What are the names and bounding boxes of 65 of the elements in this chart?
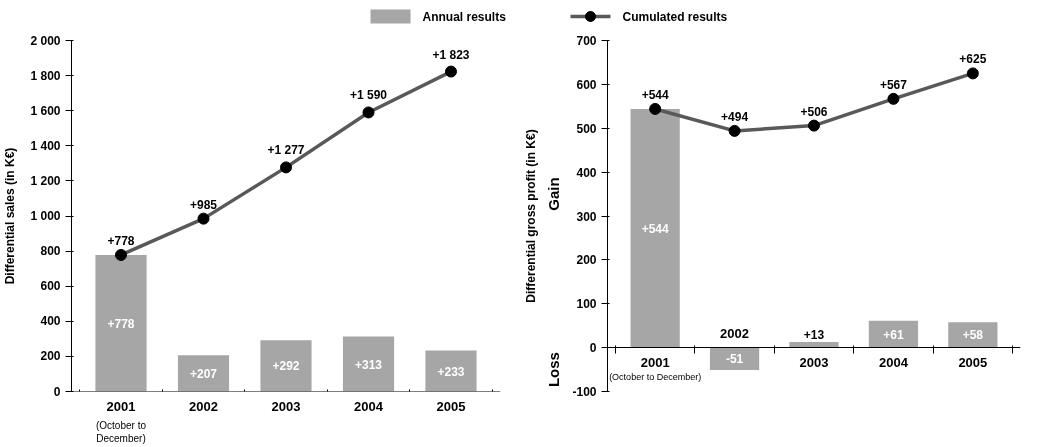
bar <box>342 336 395 392</box>
legend-label: Annual results <box>422 9 507 24</box>
y-tick-label: 100 <box>576 297 597 312</box>
y-tick-label: 1 200 <box>30 173 61 188</box>
x-tick-label: 2004 <box>354 398 384 414</box>
data-label: +544 <box>641 87 669 102</box>
x-tick-label: 2001 <box>106 398 136 414</box>
y-tick-label: 300 <box>576 209 597 224</box>
y-tick-label: 400 <box>40 314 61 329</box>
data-label: +506 <box>800 104 828 119</box>
y-tick-label: 700 <box>576 34 597 48</box>
data-label: +567 <box>879 77 908 92</box>
data-label: +1 590 <box>349 88 388 103</box>
text: (October to December) <box>95 419 147 444</box>
y-axis-title: Differential sales (in K€) <box>3 147 18 285</box>
data-label: +58 <box>962 328 984 343</box>
x-tick-label: 2003 <box>799 354 829 370</box>
data-label: +13 <box>803 327 825 342</box>
y-tick-label: 200 <box>40 349 61 364</box>
y-tick-label: 1 400 <box>30 138 61 153</box>
data-label: +233 <box>437 364 465 379</box>
y-tick-label: 800 <box>40 244 61 259</box>
x-tick-label: 2004 <box>878 354 909 370</box>
bar <box>177 355 230 392</box>
data-label: +1 277 <box>267 143 305 158</box>
text: Gain <box>544 177 562 211</box>
data-label: +61 <box>883 327 904 342</box>
bar <box>260 340 312 392</box>
data-label: +778 <box>107 233 135 248</box>
y-tick-label: 0 <box>589 341 597 356</box>
x-tick-label: 2002 <box>189 398 218 414</box>
data-label: +292 <box>272 359 300 374</box>
data-label: +625 <box>959 52 987 67</box>
y-tick-label: 200 <box>576 253 597 268</box>
y-tick-label: 1 000 <box>30 209 61 223</box>
data-label: +313 <box>354 357 383 372</box>
y-tick-label: 1 800 <box>30 68 61 83</box>
y-tick-label: -100 <box>572 385 597 399</box>
data-label: +494 <box>721 109 749 124</box>
data-label: +544 <box>641 221 669 236</box>
y-tick-label: 500 <box>576 121 597 136</box>
x-tick-label: 2002 <box>720 325 750 341</box>
y-tick-label: 0 <box>53 384 61 399</box>
annotation: (October to December) <box>609 371 702 382</box>
x-tick-label: 2005 <box>958 354 988 370</box>
data-label: -51 <box>725 352 744 367</box>
y-tick-label: 2 000 <box>30 33 61 48</box>
data-label: +985 <box>189 197 218 212</box>
bar <box>425 350 477 392</box>
x-tick-label: 2001 <box>640 354 670 370</box>
y-tick-label: 1 600 <box>30 103 61 118</box>
data-label: +207 <box>189 366 218 381</box>
bar <box>630 108 680 348</box>
legend-label: Cumulated results <box>622 9 728 24</box>
y-tick-label: 600 <box>40 279 61 294</box>
bar <box>709 347 760 370</box>
y-tick-label: 600 <box>576 77 597 92</box>
x-tick-label: 2003 <box>271 398 301 414</box>
data-label: +778 <box>107 316 135 331</box>
text: Loss <box>544 352 562 388</box>
y-axis-title: Differential gross profit (in K€) <box>523 129 538 303</box>
y-tick-label: 400 <box>576 165 597 180</box>
bar <box>95 254 147 392</box>
x-tick-label: 2005 <box>436 398 466 414</box>
data-label: +1 823 <box>432 47 470 62</box>
